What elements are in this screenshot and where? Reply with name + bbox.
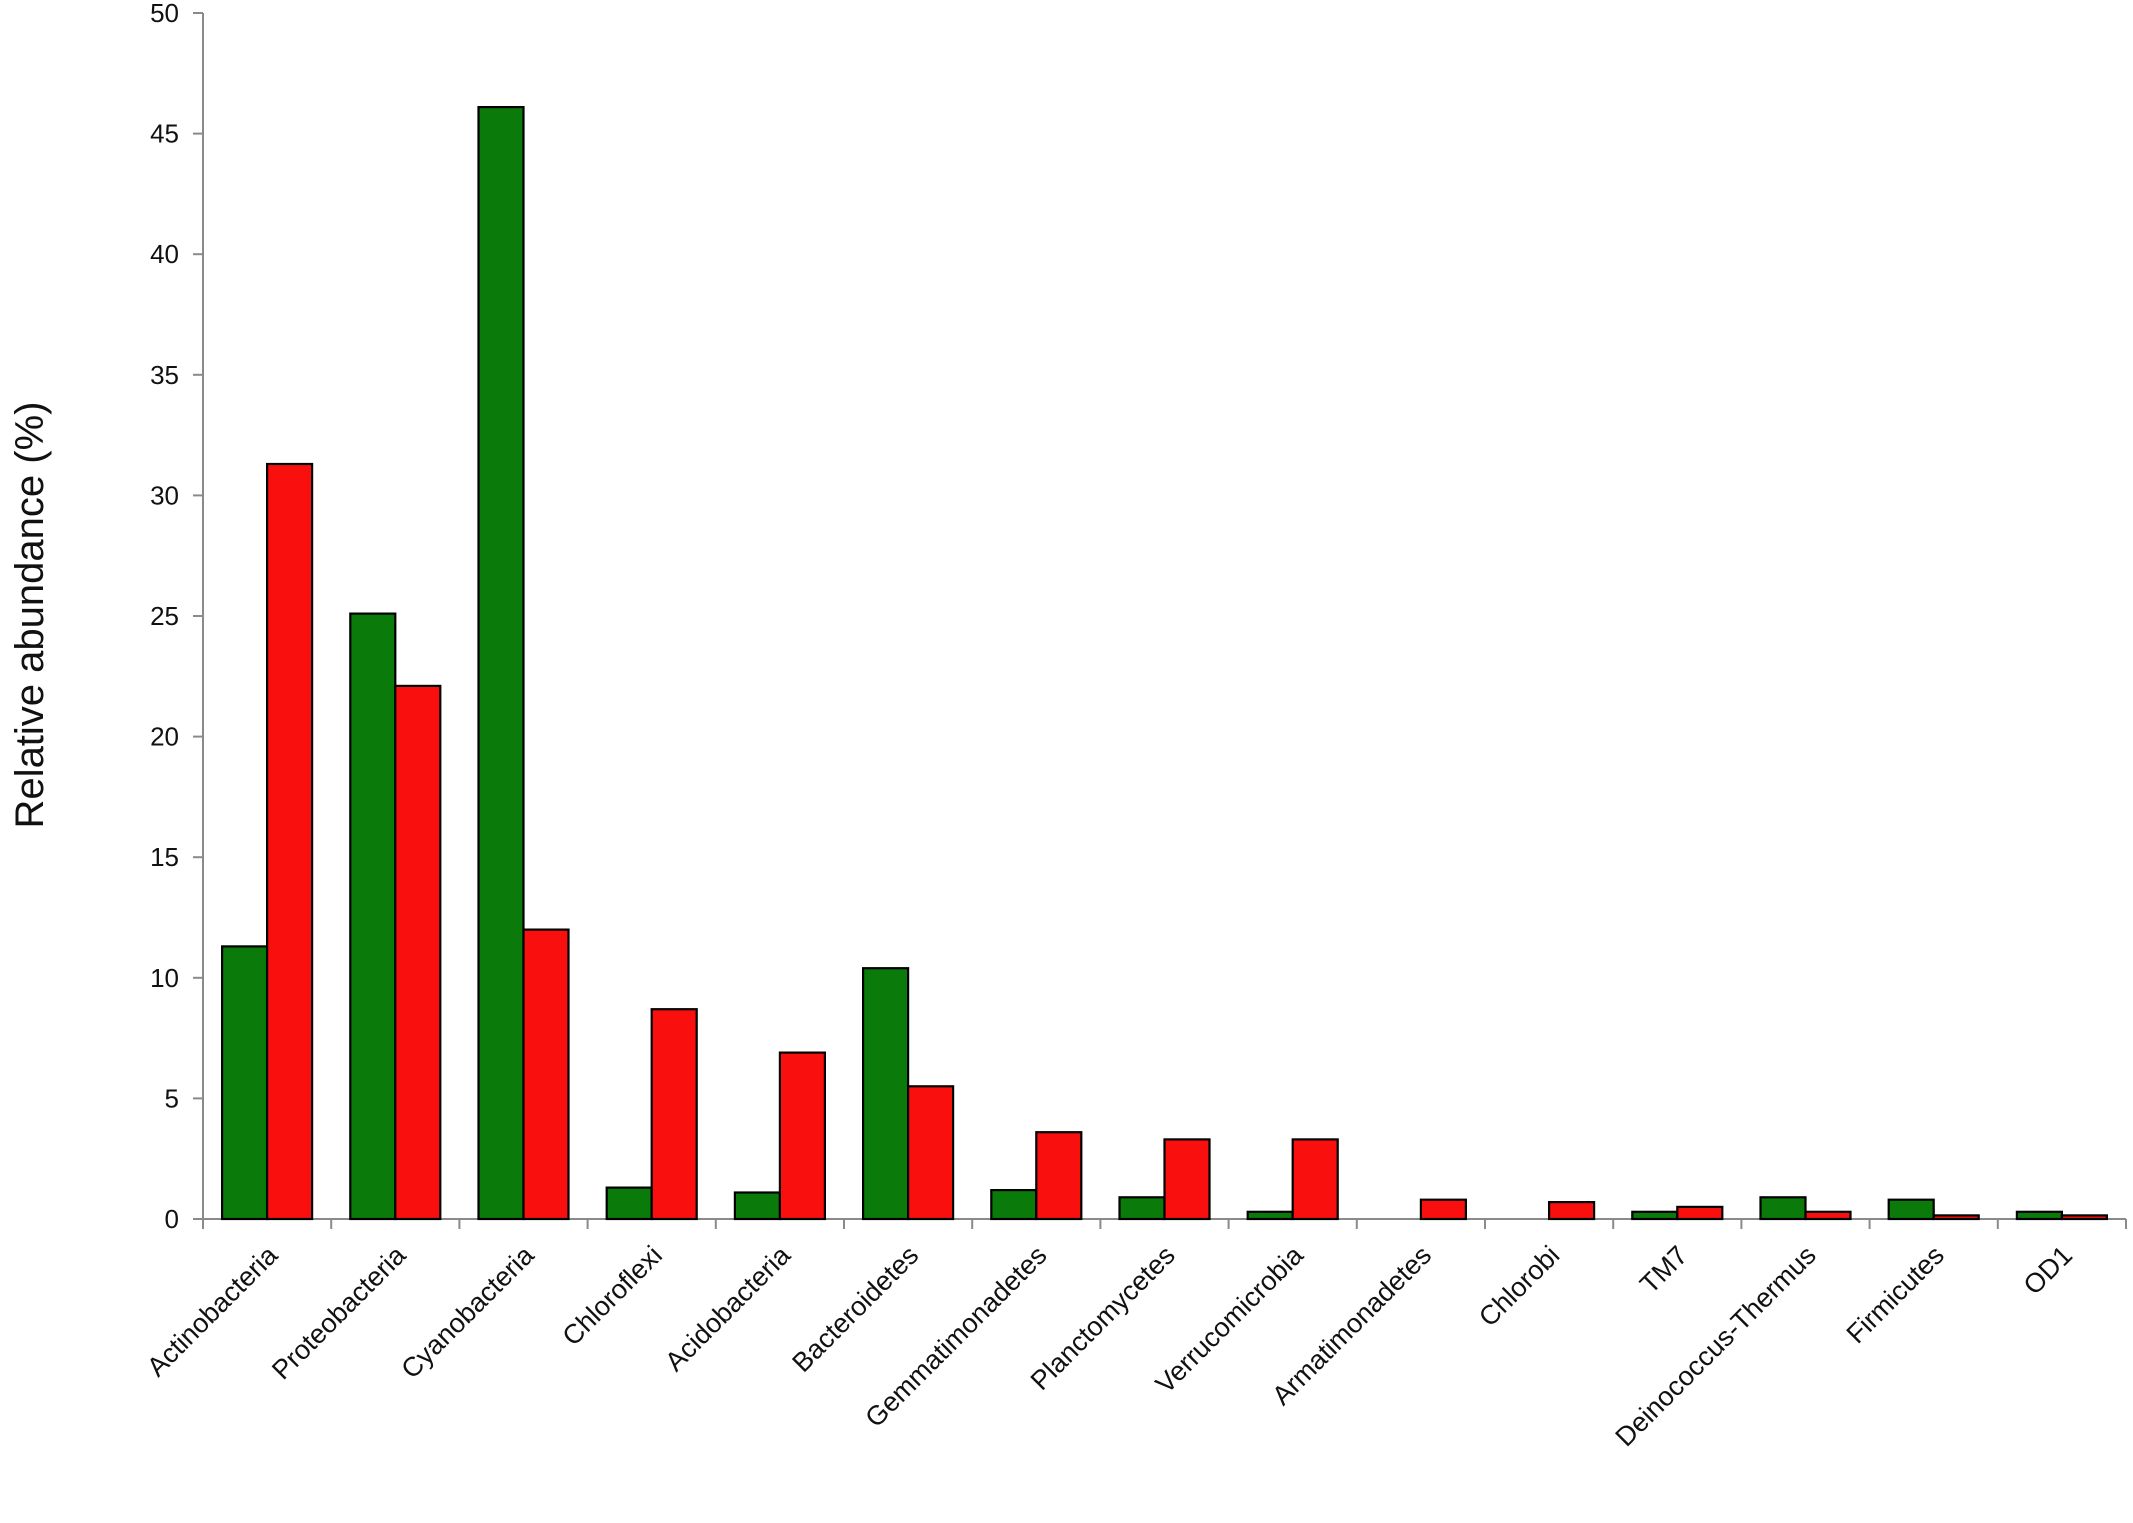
x-axis-labels: ActinobacteriaProteobacteriaCyanobacteri…: [141, 1239, 2078, 1452]
x-category-label: Chlorobi: [1473, 1240, 1565, 1332]
y-tick-label: 25: [150, 601, 179, 631]
bar-series2-chloroflexi: [650, 1008, 698, 1221]
bar-series1-planctomycetes: [1118, 1196, 1166, 1221]
y-tick-label: 10: [150, 963, 179, 993]
x-category-label: TM7: [1634, 1240, 1693, 1299]
bar-series1-acidobacteria: [733, 1191, 782, 1221]
bar-series1-verrucomicrobia: [1246, 1210, 1294, 1221]
y-tick-label: 50: [150, 0, 179, 28]
bar-series2-actinobacteria: [266, 462, 314, 1221]
bar-series1-proteobacteria: [349, 612, 397, 1221]
x-category-label: Chloroflexi: [557, 1240, 668, 1351]
bar-series1-deinococcus-thermus: [1759, 1196, 1807, 1221]
bar-series2-verrucomicrobia: [1291, 1138, 1339, 1221]
bar-series2-cyanobacteria: [522, 928, 570, 1221]
bar-series2-firmicutes: [1932, 1214, 1980, 1221]
bar-series2-gemmatimonadetes: [1035, 1131, 1083, 1221]
y-tick-label: 40: [150, 239, 179, 269]
bar-series1-tm7: [1631, 1210, 1679, 1221]
x-category-label: Actinobacteria: [141, 1239, 284, 1382]
bar-series2-armatimonadetes: [1419, 1198, 1468, 1221]
bar-series2-proteobacteria: [394, 684, 442, 1221]
y-tick-label: 45: [150, 119, 179, 149]
bars: [221, 105, 2108, 1221]
bar-series2-chlorobi: [1547, 1200, 1596, 1221]
y-tick-label: 15: [150, 842, 179, 872]
y-tick-label: 30: [150, 480, 179, 510]
y-axis-ticks: 0 5 10 15 20 25 30 35 40 45 50: [150, 0, 203, 1234]
bar-series2-deinococcus-thermus: [1804, 1210, 1852, 1221]
x-category-label: Bacteroidetes: [786, 1240, 924, 1378]
bar-series1-cyanobacteria: [477, 105, 525, 1221]
y-axis-title: Relative abundance (%): [8, 402, 52, 829]
y-tick-label: 0: [165, 1204, 179, 1234]
y-tick-label: 35: [150, 360, 179, 390]
x-category-label: OD1: [2018, 1240, 2078, 1300]
bar-series2-od1: [2060, 1214, 2108, 1221]
x-category-label: Acidobacteria: [659, 1239, 797, 1377]
y-tick-label: 20: [150, 722, 179, 752]
x-category-label: Firmicutes: [1841, 1240, 1950, 1349]
bar-series2-acidobacteria: [778, 1051, 827, 1221]
bar-series1-od1: [2015, 1210, 2064, 1221]
bar-series1-gemmatimonadetes: [990, 1188, 1038, 1221]
bar-series2-tm7: [1676, 1205, 1724, 1221]
bar-series1-firmicutes: [1887, 1198, 1935, 1221]
bar-series1-bacteroidetes: [861, 967, 910, 1221]
y-tick-label: 5: [165, 1083, 179, 1113]
x-category-label: Cyanobacteria: [395, 1239, 540, 1384]
bar-series2-planctomycetes: [1163, 1138, 1211, 1221]
bar-series2-bacteroidetes: [906, 1085, 955, 1221]
bar-series1-actinobacteria: [221, 945, 269, 1221]
bar-series1-chloroflexi: [605, 1186, 653, 1221]
x-category-label: Proteobacteria: [266, 1239, 412, 1385]
